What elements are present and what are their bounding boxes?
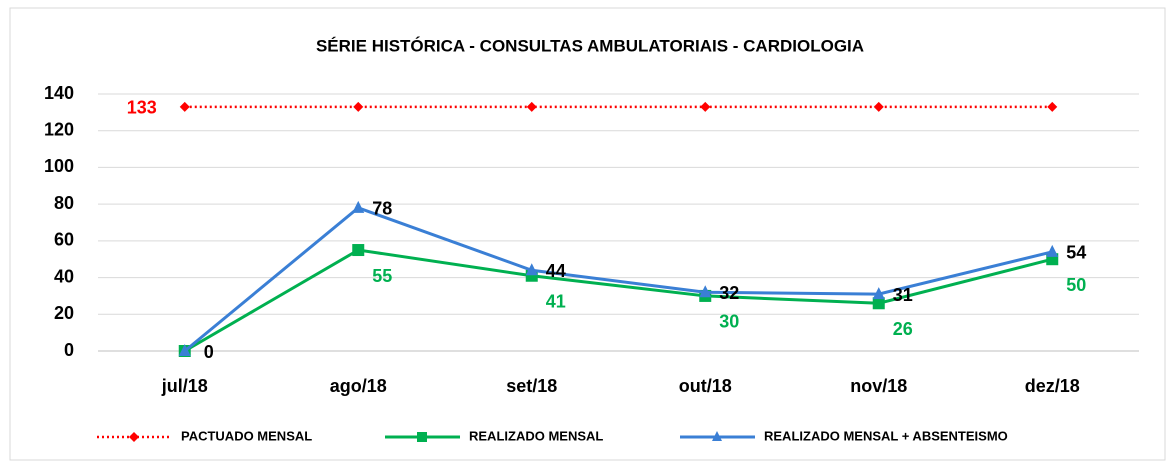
marker: [873, 101, 884, 112]
y-tick-label: 0: [64, 340, 74, 360]
data-label: 41: [546, 291, 566, 311]
x-tick-label: ago/18: [330, 376, 387, 396]
x-tick-label: jul/18: [161, 376, 208, 396]
data-label: 50: [1066, 275, 1086, 295]
data-label: 44: [546, 261, 566, 281]
x-tick-label: out/18: [679, 376, 732, 396]
marker: [1047, 101, 1058, 112]
y-tick-label: 140: [44, 83, 74, 103]
data-label: 32: [719, 283, 739, 303]
legend-label: REALIZADO MENSAL: [469, 428, 603, 443]
marker: [700, 101, 711, 112]
y-tick-label: 20: [54, 303, 74, 323]
series-line: [183, 206, 1053, 353]
marker: [178, 344, 191, 356]
marker: [417, 432, 427, 442]
y-tick-label: 40: [54, 266, 74, 286]
series-line: [183, 248, 1053, 353]
marker: [526, 101, 537, 112]
y-tick-label: 60: [54, 230, 74, 250]
marker: [872, 287, 885, 300]
data-label: 0: [204, 342, 214, 362]
data-label: 54: [1066, 243, 1086, 263]
marker: [525, 263, 538, 276]
marker: [699, 285, 712, 298]
legend-label: REALIZADO MENSAL + ABSENTEISMO: [764, 428, 1008, 443]
data-label: 26: [893, 319, 913, 339]
data-label: 55: [372, 266, 392, 286]
data-label: 78: [372, 199, 392, 219]
marker: [1046, 244, 1059, 257]
marker: [353, 101, 364, 112]
data-label: 30: [719, 312, 739, 332]
marker: [872, 297, 885, 310]
data-label: 31: [893, 285, 913, 305]
y-tick-label: 100: [44, 156, 74, 176]
marker: [179, 101, 190, 112]
marker: [352, 200, 365, 213]
chart-title: SÉRIE HISTÓRICA - CONSULTAS AMBULATORIAI…: [316, 36, 864, 55]
marker: [129, 432, 139, 442]
marker: [712, 431, 722, 441]
x-tick-label: nov/18: [850, 376, 907, 396]
chart-frame: [9, 7, 1166, 461]
x-tick-label: set/18: [506, 376, 557, 396]
marker: [352, 244, 365, 257]
x-tick-label: dez/18: [1025, 376, 1080, 396]
y-tick-label: 120: [44, 119, 74, 139]
legend-label: PACTUADO MENSAL: [181, 428, 312, 443]
data-label: 133: [127, 98, 157, 118]
y-tick-label: 80: [54, 193, 74, 213]
